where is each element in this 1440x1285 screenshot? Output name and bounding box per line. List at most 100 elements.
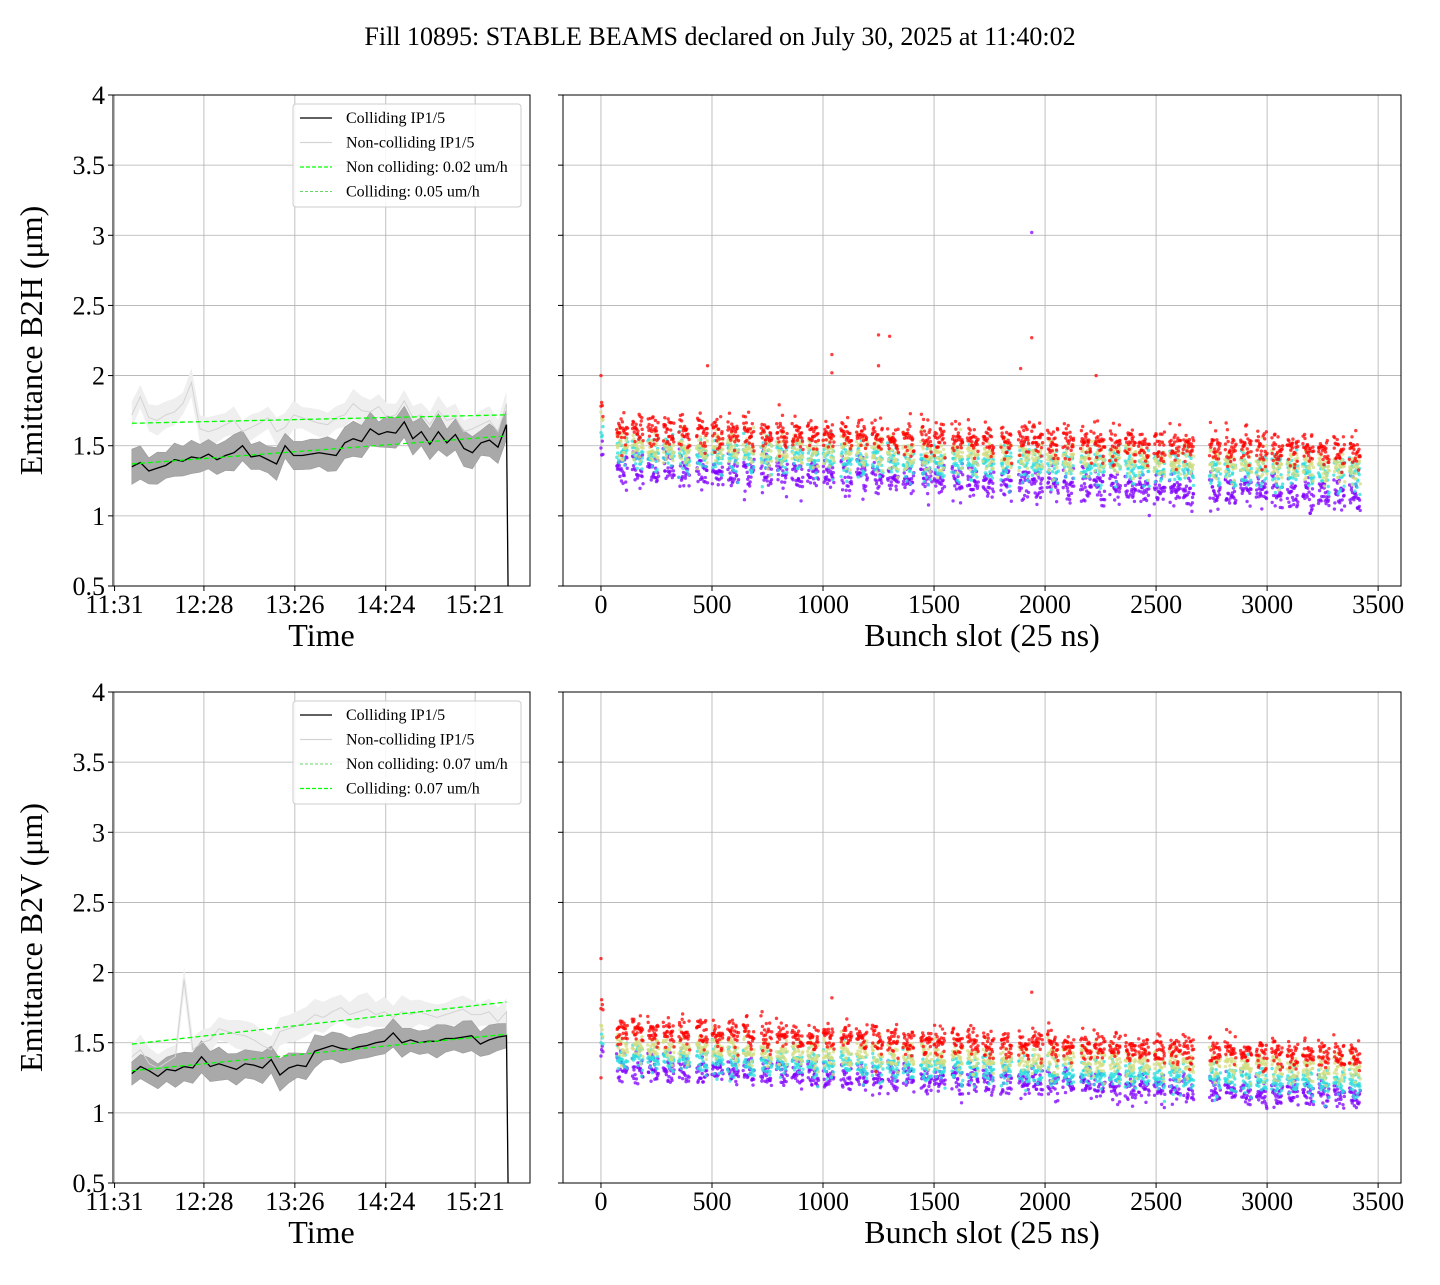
- scatter-point: [863, 427, 866, 430]
- scatter-point: [1087, 438, 1090, 441]
- scatter-point: [988, 470, 991, 473]
- scatter-point: [991, 476, 994, 479]
- scatter-point: [1177, 445, 1180, 448]
- scatter-point: [966, 475, 969, 478]
- scatter-point: [1134, 488, 1137, 491]
- scatter-point: [1358, 455, 1361, 458]
- scatter-point: [1000, 483, 1003, 486]
- scatter-point: [701, 477, 704, 480]
- scatter-point: [636, 467, 639, 470]
- scatter-point: [714, 459, 717, 462]
- scatter-point: [1148, 443, 1151, 446]
- scatter-point: [832, 459, 835, 462]
- scatter-point: [958, 422, 961, 425]
- scatter-point: [809, 419, 812, 422]
- scatter-point: [1264, 477, 1267, 480]
- scatter-point: [1354, 494, 1357, 497]
- scatter-point: [1332, 473, 1335, 476]
- scatter-point: [821, 439, 824, 442]
- scatter-point: [1188, 438, 1191, 441]
- scatter-point: [1154, 467, 1157, 470]
- scatter-point: [832, 440, 835, 443]
- scatter-point: [1185, 473, 1188, 476]
- scatter-point: [911, 489, 914, 492]
- scatter-point: [784, 446, 787, 449]
- scatter-point: [830, 353, 833, 356]
- scatter-point: [929, 440, 932, 443]
- scatter-point: [783, 481, 786, 484]
- scatter-point: [919, 453, 922, 456]
- scatter-point: [877, 364, 880, 367]
- x-tick-label: 11:31: [85, 590, 143, 619]
- x-tick-label: 11:31: [85, 1187, 143, 1216]
- scatter-point: [865, 436, 868, 439]
- scatter-point: [1333, 501, 1336, 504]
- scatter-point: [870, 446, 873, 449]
- scatter-point: [655, 429, 658, 432]
- scatter-point: [1350, 435, 1353, 438]
- scatter-point: [842, 430, 845, 433]
- scatter-point: [1066, 490, 1069, 493]
- scatter-point: [778, 449, 781, 452]
- scatter-point: [751, 422, 754, 425]
- scatter-point: [704, 445, 707, 448]
- y-tick-label: 1: [92, 502, 105, 531]
- scatter-point: [1084, 451, 1087, 454]
- scatter-point: [782, 430, 785, 433]
- scatter-point: [1185, 449, 1188, 452]
- x-tick-label: 1500: [908, 590, 960, 619]
- scatter-point: [972, 446, 975, 449]
- scatter-point: [1017, 438, 1020, 441]
- scatter-point: [687, 473, 690, 476]
- scatter-point: [1145, 446, 1148, 449]
- scatter-point: [620, 454, 623, 457]
- scatter-point: [1069, 464, 1072, 467]
- scatter-point: [922, 418, 925, 421]
- scatter-point: [1217, 457, 1220, 460]
- scatter-point: [623, 436, 626, 439]
- scatter-point: [720, 452, 723, 455]
- scatter-point: [942, 423, 945, 426]
- scatter-point: [1187, 491, 1190, 494]
- scatter-point: [686, 451, 689, 454]
- scatter-point: [1312, 494, 1315, 497]
- scatter-point: [887, 447, 890, 450]
- scatter-point: [831, 450, 834, 453]
- scatter-point: [904, 475, 907, 478]
- scatter-point: [1026, 457, 1029, 460]
- scatter-point: [815, 448, 818, 451]
- scatter-point: [1063, 445, 1066, 448]
- scatter-point: [1054, 454, 1057, 457]
- scatter-point: [745, 421, 748, 424]
- scatter-point: [713, 451, 716, 454]
- scatter-point: [1349, 501, 1352, 504]
- scatter-point: [878, 463, 881, 466]
- scatter-point: [1173, 483, 1176, 486]
- scatter-point: [784, 450, 787, 453]
- scatter-point: [600, 401, 603, 404]
- scatter-point: [954, 420, 957, 423]
- scatter-point: [669, 470, 672, 473]
- scatter-point: [1351, 470, 1354, 473]
- scatter-point: [1134, 453, 1137, 456]
- scatter-point: [817, 439, 820, 442]
- scatter-point: [903, 453, 906, 456]
- scatter-point: [957, 481, 960, 484]
- scatter-point: [776, 437, 779, 440]
- scatter-point: [920, 433, 923, 436]
- scatter-point: [775, 422, 778, 425]
- scatter-point: [1322, 466, 1325, 469]
- scatter-point: [1041, 433, 1044, 436]
- scatter-point: [1147, 478, 1150, 481]
- scatter-point: [1270, 436, 1273, 439]
- scatter-point: [791, 451, 794, 454]
- scatter-point: [1147, 470, 1150, 473]
- scatter-point: [856, 425, 859, 428]
- scatter-point: [761, 485, 764, 488]
- scatter-point: [736, 461, 739, 464]
- scatter-point: [1056, 428, 1059, 431]
- scatter-point: [1264, 482, 1267, 485]
- scatter-point: [1072, 453, 1075, 456]
- scatter-point: [663, 416, 666, 419]
